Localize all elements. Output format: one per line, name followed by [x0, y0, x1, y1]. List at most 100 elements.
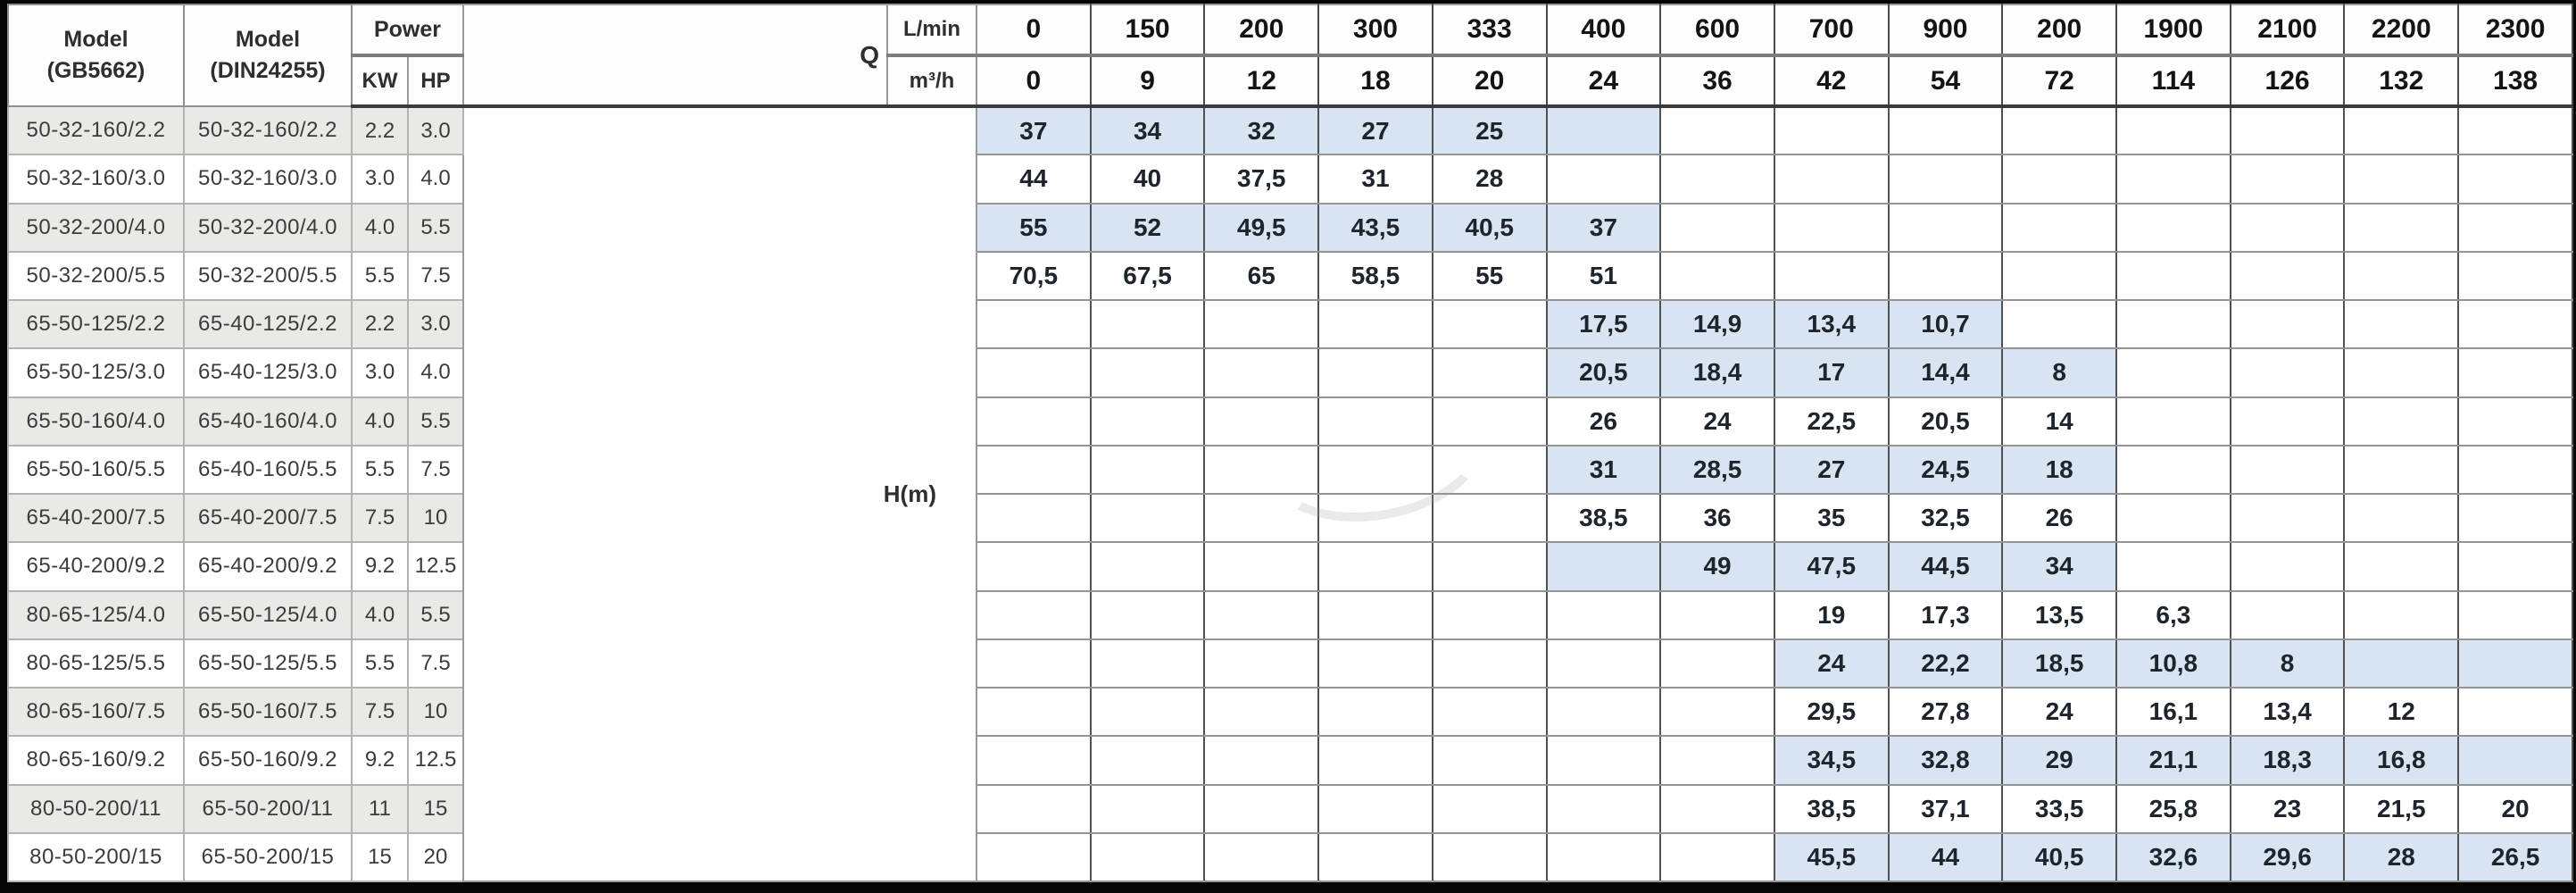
head-value-cell: 45,5 [1773, 831, 1890, 882]
flow-m3h-cell: 36 [1659, 54, 1775, 108]
hp-cell: 10 [407, 492, 464, 544]
head-value-cell [1317, 492, 1433, 544]
model-din-header-line2: (DIN24255) [210, 58, 326, 83]
flow-lmin-cell: 2100 [2229, 4, 2346, 57]
head-value-cell [1431, 831, 1548, 882]
head-value-cell [2001, 154, 2118, 204]
head-value-cell: 28 [2343, 831, 2460, 882]
flow-m3h-cell: 12 [1203, 54, 1320, 108]
head-value-cell: 24 [2001, 686, 2118, 738]
head-value-cell: 58,5 [1317, 250, 1433, 302]
head-value-cell: 13,5 [2001, 589, 2118, 640]
head-value-cell [976, 589, 1092, 640]
head-value-cell [2457, 154, 2573, 204]
head-value-cell [2343, 347, 2460, 398]
model-gb-cell: 65-50-160/5.5 [7, 444, 185, 496]
head-value-cell: 16,1 [2115, 686, 2231, 738]
head-value-cell [1089, 783, 1206, 834]
head-value-cell [976, 298, 1092, 350]
head-value-cell [2001, 250, 2118, 302]
hp-cell: 5.5 [407, 589, 464, 640]
head-value-cell: 67,5 [1089, 250, 1206, 302]
head-value-cell [1773, 250, 1890, 302]
head-value-cell [1431, 589, 1548, 640]
model-gb-cell: 65-50-125/2.2 [7, 298, 185, 350]
hp-cell: 3.0 [407, 104, 464, 156]
table-header: Model (GB5662) Model (DIN24255) Power Q … [7, 4, 2573, 108]
flow-lmin-cell: 600 [1659, 4, 1775, 57]
head-value-cell [2457, 250, 2573, 302]
head-value-cell [2229, 492, 2346, 544]
model-din-cell: 50-32-200/4.0 [183, 202, 353, 253]
head-value-cell: 26 [1545, 396, 1662, 446]
head-value-cell [1659, 250, 1775, 302]
head-value-cell [1203, 831, 1320, 882]
head-value-cell: 18,3 [2229, 735, 2346, 786]
head-value-cell: 55 [1431, 250, 1548, 302]
kw-cell: 5.5 [351, 444, 409, 496]
unit-lmin-label: L/min [886, 4, 977, 57]
head-value-cell: 55 [976, 202, 1092, 253]
flow-m3h-cell: 126 [2229, 54, 2346, 108]
flow-lmin-cell: 1900 [2115, 4, 2231, 57]
flow-lmin-cell: 0 [976, 4, 1092, 57]
head-value-cell [1773, 104, 1890, 156]
head-value-cell [1545, 686, 1662, 738]
head-value-cell: 27 [1773, 444, 1890, 496]
head-value-cell [2457, 589, 2573, 640]
model-din-cell: 65-50-160/7.5 [183, 686, 353, 738]
table-row: 50-32-200/5.5 50-32-200/5.5 5.5 7.5 70,5 67,5… [7, 250, 2573, 302]
head-value-cell [2343, 541, 2460, 592]
head-value-cell [2001, 104, 2118, 156]
head-value-cell: 20,5 [1887, 396, 2004, 446]
model-din-cell: 65-40-160/4.0 [183, 396, 353, 446]
model-gb-cell: 80-50-200/15 [7, 831, 185, 882]
head-value-cell: 20,5 [1545, 347, 1662, 398]
head-value-cell [2229, 444, 2346, 496]
table-row: 80-65-125/4.0 65-50-125/4.0 4.0 5.5 19 17,3 13… [7, 589, 2573, 640]
unit-m3h-label: m³/h [886, 54, 977, 108]
head-value-cell [1431, 492, 1548, 544]
head-value-cell: 14,9 [1659, 298, 1775, 350]
head-value-cell: 21,5 [2343, 783, 2460, 834]
pump-performance-table: Model (GB5662) Model (DIN24255) Power Q … [7, 4, 2573, 882]
hp-cell: 15 [407, 783, 464, 834]
head-value-cell: 25 [1431, 104, 1548, 156]
head-value-cell [1545, 831, 1662, 882]
head-value-cell [2229, 298, 2346, 350]
head-value-cell: 20 [2457, 783, 2573, 834]
head-value-cell [2457, 396, 2573, 446]
head-value-cell [1089, 541, 1206, 592]
flow-m3h-cell: 138 [2457, 54, 2573, 108]
head-value-cell: 16,8 [2343, 735, 2460, 786]
model-gb-cell: 65-50-160/4.0 [7, 396, 185, 446]
kw-header: KW [351, 54, 409, 108]
model-gb-cell: 80-65-160/7.5 [7, 686, 185, 738]
flow-lmin-cell: 200 [2001, 4, 2118, 57]
flow-m3h-cell: 42 [1773, 54, 1890, 108]
head-value-cell: 22,5 [1773, 396, 1890, 446]
hp-cell: 3.0 [407, 298, 464, 350]
model-gb-header-line1: Model [63, 27, 129, 52]
head-value-cell: 29 [2001, 735, 2118, 786]
head-value-cell [1659, 831, 1775, 882]
head-value-cell: 52 [1089, 202, 1206, 253]
flow-lmin-cell: 900 [1887, 4, 2004, 57]
head-value-cell [1431, 735, 1548, 786]
head-value-cell [1431, 686, 1548, 738]
head-value-cell [1545, 154, 1662, 204]
head-value-cell: 21,1 [2115, 735, 2231, 786]
head-value-cell [1203, 298, 1320, 350]
head-value-cell: 10,7 [1887, 298, 2004, 350]
head-value-cell [1203, 492, 1320, 544]
model-din-cell: 65-40-125/2.2 [183, 298, 353, 350]
kw-cell: 11 [351, 783, 409, 834]
head-value-cell [2457, 104, 2573, 156]
head-value-cell [1659, 735, 1775, 786]
model-din-header: Model (DIN24255) [183, 4, 353, 107]
head-value-cell [2457, 444, 2573, 496]
table-row: 50-32-160/2.2 50-32-160/2.2 2.2 3.0 H(m) 37 34… [7, 104, 2573, 882]
head-value-cell [1317, 347, 1433, 398]
head-value-cell: 32,6 [2115, 831, 2231, 882]
